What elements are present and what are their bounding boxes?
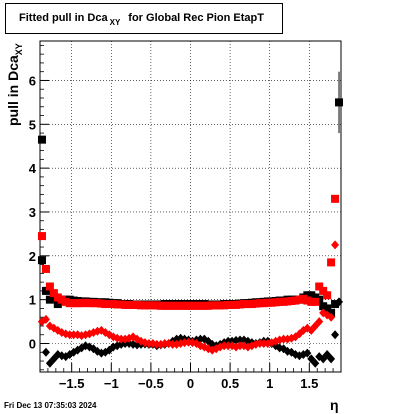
series-1-marker [311, 297, 320, 306]
title-box: Fitted pull in Dca XY for Global Rec Pion … [5, 3, 283, 34]
series-0-marker [37, 256, 46, 265]
series-0-marker [331, 300, 340, 309]
x-tick-label: −1 [104, 376, 119, 391]
series-2-marker [41, 347, 50, 357]
y-tick-label: 5 [29, 117, 36, 132]
x-tick-label: −1.5 [59, 376, 85, 391]
series-1-marker [49, 289, 58, 298]
plot-title-main: Fitted pull in Dca [19, 12, 108, 24]
series-0-marker [335, 98, 344, 107]
series-1-marker [327, 258, 336, 267]
y-tick-label: 3 [29, 205, 36, 220]
series-2-marker [57, 351, 66, 361]
series-0-marker [53, 300, 62, 309]
series-3-marker [315, 317, 324, 327]
timestamp-label: Fri Dec 13 07:35:03 2024 [4, 401, 97, 410]
series-3-marker [121, 334, 130, 344]
series-3-marker [327, 312, 336, 322]
series-3-marker [331, 240, 340, 250]
marker-layer [37, 71, 344, 368]
series-3-marker [57, 328, 66, 338]
series-3-marker [251, 339, 260, 349]
y-axis-label-main: pull in Dca [5, 55, 21, 126]
x-tick-label: 0.5 [221, 376, 239, 391]
x-axis-label: η [330, 397, 339, 413]
x-tick-label: 1.5 [300, 376, 318, 391]
series-2-marker [335, 297, 344, 307]
y-tick-label: 2 [29, 249, 36, 264]
y-axis-label: pull in DcaXY [5, 43, 24, 126]
plot-title-subscript: XY [109, 18, 121, 27]
series-1-marker [37, 232, 46, 241]
y-tick-label: 6 [29, 73, 36, 88]
series-2-marker [311, 358, 320, 368]
series-0-marker [323, 304, 332, 313]
plot-title: Fitted pull in Dca XY for Global Rec Pion … [19, 12, 264, 27]
y-tick-label: 0 [29, 337, 36, 352]
x-tick-label: 1 [266, 376, 273, 391]
series-1-marker [331, 194, 340, 203]
grid-layer [40, 41, 341, 372]
series-2-marker [331, 330, 340, 340]
series-0-marker [41, 286, 50, 295]
y-tick-label: 4 [29, 161, 37, 176]
series-1-marker [323, 291, 332, 300]
x-tick-label: 0 [187, 376, 194, 391]
x-tick-label: −0.5 [138, 376, 164, 391]
y-axis-label-subscript: XY [14, 43, 24, 55]
series-2-marker [327, 354, 336, 364]
series-1-marker [45, 282, 54, 291]
series-3-marker [41, 314, 50, 324]
series-2-marker [303, 348, 312, 358]
series-1-marker [315, 282, 324, 291]
axis-layer: −1.5 −1 −0.5 0 0.5 1 1.5 0 1 2 3 4 5 6 [29, 40, 342, 391]
y-tick-label: 1 [29, 293, 36, 308]
series-0-marker [37, 135, 46, 144]
plot-title-suffix: for Global Rec Pion EtapT [128, 12, 264, 24]
series-1-marker [41, 264, 50, 273]
series-1-marker [319, 286, 328, 295]
